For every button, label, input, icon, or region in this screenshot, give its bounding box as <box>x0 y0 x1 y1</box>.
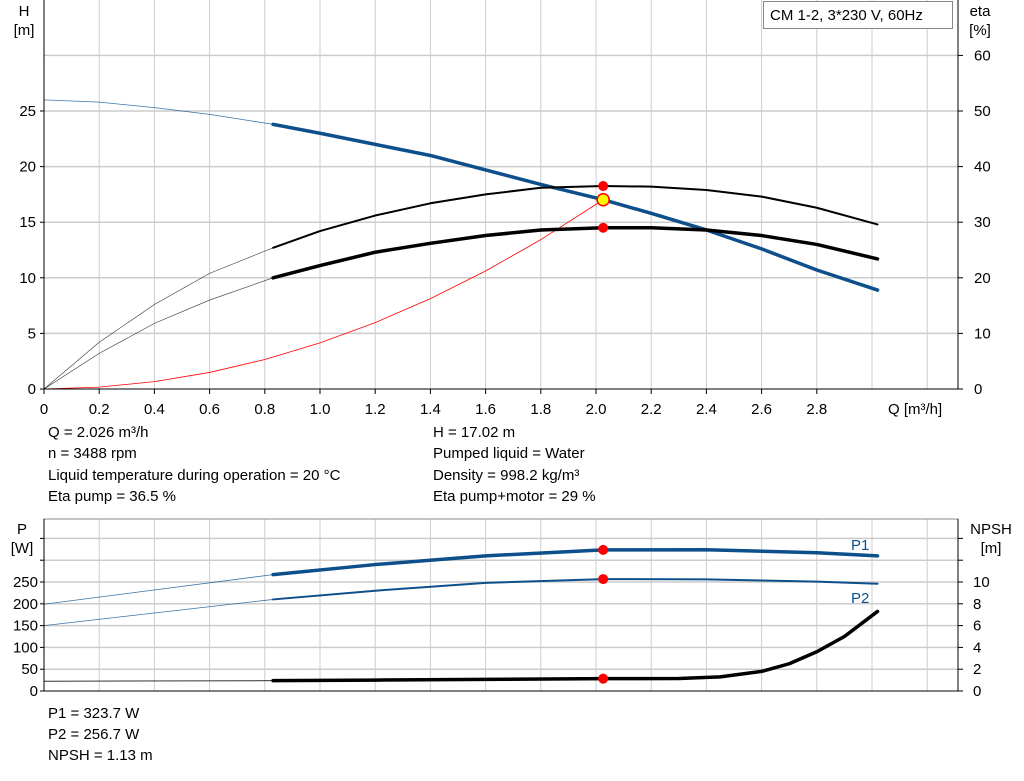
x-tick-label: 2.8 <box>806 401 827 418</box>
eta-pump-duty-marker <box>598 181 609 192</box>
p-tick-label: 100 <box>13 639 38 656</box>
p-tick-label: 150 <box>13 618 38 635</box>
density-readout: Density = 998.2 kg/m³ <box>433 467 580 484</box>
eta-pump-motor-curve <box>271 226 880 280</box>
flow-readout: Q = 2.026 m³/h <box>48 424 149 441</box>
eta-pump-curve-extended <box>43 247 274 390</box>
npsh-tick-label: 10 <box>973 574 990 591</box>
eta-tick-label: 10 <box>974 325 991 342</box>
npsh-axis-label: NPSH <box>970 521 1012 538</box>
eta-pump-motor-duty-marker <box>598 222 609 233</box>
head-curve <box>271 122 880 292</box>
eta-tick-label: 0 <box>974 381 982 398</box>
npsh-tick-label: 0 <box>973 683 981 700</box>
p-tick-label: 250 <box>13 574 38 591</box>
eta-pump-readout: Eta pump = 36.5 % <box>48 488 176 505</box>
x-tick-label: 2.2 <box>641 401 662 418</box>
x-tick-label: 1.8 <box>530 401 551 418</box>
power-plot-frame <box>43 518 959 692</box>
p-tick-label: 0 <box>30 683 38 700</box>
h-tick-label: 5 <box>28 325 36 342</box>
npsh-duty-marker <box>598 673 609 684</box>
p1-series-label: P1 <box>851 537 869 554</box>
x-tick-label: 1.2 <box>365 401 386 418</box>
p1-duty-marker <box>598 544 609 555</box>
eta-axis-unit: [%] <box>969 22 991 39</box>
p2-readout: P2 = 256.7 W <box>48 726 140 743</box>
eta-pump-motor-readout: Eta pump+motor = 29 % <box>433 488 596 505</box>
q-axis-label: Q [m³/h] <box>888 401 942 418</box>
h-axis-unit: [m] <box>14 22 35 39</box>
p-tick-label: 200 <box>13 596 38 613</box>
x-tick-label: 0 <box>40 401 48 418</box>
liquid-readout: Pumped liquid = Water <box>433 445 585 462</box>
x-tick-label: 1.4 <box>420 401 441 418</box>
eta-tick-label: 50 <box>974 103 991 120</box>
h-axis-label: H <box>19 3 30 20</box>
x-tick-label: 2.4 <box>696 401 717 418</box>
npsh-axis-unit: [m] <box>981 540 1002 557</box>
p1-curve-extended <box>43 574 274 605</box>
x-tick-label: 1.6 <box>475 401 496 418</box>
eta-axis-label: eta <box>970 3 992 20</box>
eta-tick-label: 40 <box>974 159 991 176</box>
eta-tick-label: 60 <box>974 47 991 64</box>
eta-pump-curve <box>272 185 879 249</box>
x-tick-label: 1.0 <box>310 401 331 418</box>
x-tick-label: 0.4 <box>144 401 165 418</box>
h-tick-label: 0 <box>28 381 36 398</box>
eta-tick-label: 30 <box>974 214 991 231</box>
npsh-curve <box>271 609 880 683</box>
x-tick-label: 2.0 <box>586 401 607 418</box>
npsh-readout: NPSH = 1.13 m <box>48 747 153 764</box>
h-tick-label: 20 <box>19 159 36 176</box>
p1-readout: P1 = 323.7 W <box>48 705 140 722</box>
head-readout: H = 17.02 m <box>433 424 516 441</box>
pump-model-legend: CM 1-2, 3*230 V, 60Hz <box>763 1 953 29</box>
p-tick-label: 50 <box>21 661 38 678</box>
speed-readout: n = 3488 rpm <box>48 445 137 462</box>
npsh-tick-label: 2 <box>973 661 981 678</box>
x-tick-label: 0.8 <box>254 401 275 418</box>
eta-pump-motor-curve-extended <box>43 277 274 390</box>
p2-curve-extended <box>43 599 274 626</box>
head-curve-extended <box>43 99 274 125</box>
x-tick-label: 0.6 <box>199 401 220 418</box>
p2-series-label: P2 <box>851 590 869 607</box>
h-tick-label: 15 <box>19 214 36 231</box>
p-axis-unit: [W] <box>11 540 34 557</box>
duty-point-marker <box>596 192 610 207</box>
temperature-readout: Liquid temperature during operation = 20… <box>48 467 341 484</box>
npsh-tick-label: 4 <box>973 639 981 656</box>
p1-curve <box>271 547 880 577</box>
h-tick-label: 25 <box>19 103 36 120</box>
p2-duty-marker <box>598 574 609 585</box>
system-curve <box>43 199 604 390</box>
npsh-tick-label: 6 <box>973 618 981 635</box>
eta-tick-label: 20 <box>974 270 991 287</box>
p-axis-label: P <box>17 521 27 538</box>
x-tick-label: 2.6 <box>751 401 772 418</box>
npsh-curve-extended <box>43 680 274 682</box>
x-tick-label: 0.2 <box>89 401 110 418</box>
h-tick-label: 10 <box>19 270 36 287</box>
npsh-tick-label: 8 <box>973 596 981 613</box>
